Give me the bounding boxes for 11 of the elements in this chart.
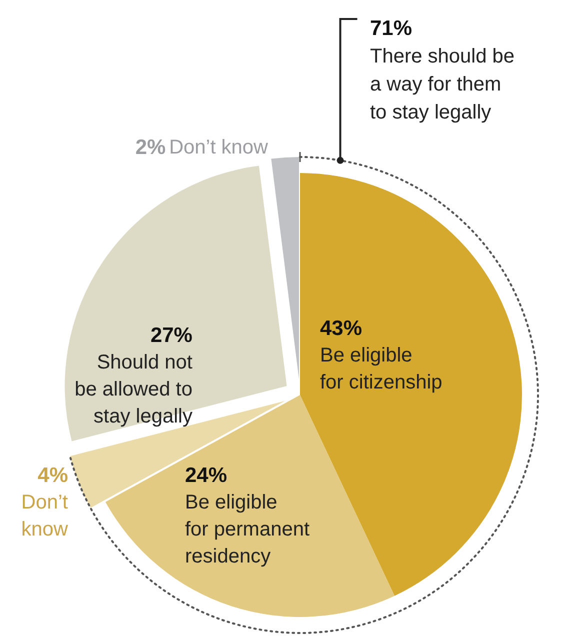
- slice-label: Be eligible for permanent residency: [185, 492, 310, 568]
- data-label: 43%: [320, 317, 362, 340]
- text: 71% There should be a way for them to stay legally: [370, 17, 515, 124]
- data-label: 27%: [150, 324, 193, 347]
- data-label: 24%: [185, 464, 228, 487]
- slice-label: Should not be allowed to stay legally: [74, 351, 193, 428]
- data-label: 4%: [38, 464, 68, 487]
- slice-label: Don’t know: [21, 492, 69, 540]
- slice-label: Don’t know: [169, 136, 269, 158]
- data-label: 2%: [135, 136, 166, 159]
- slice-label: Be eligible for citizenship: [320, 344, 442, 394]
